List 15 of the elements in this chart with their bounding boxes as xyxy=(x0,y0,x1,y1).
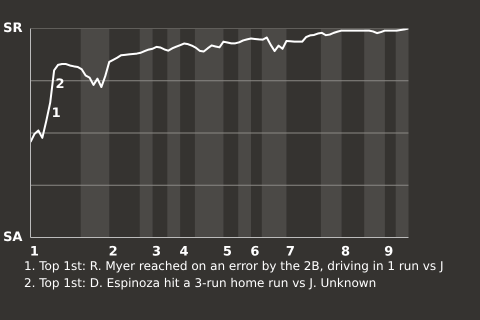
x-tick-label: 9 xyxy=(384,244,394,260)
annotation: 2 xyxy=(56,76,65,92)
annotation: 1 xyxy=(52,106,61,122)
text: 2. Top 1st: D. Espinoza hit a 3-run home run vs J. Unknown xyxy=(24,275,378,292)
x-tick-label: 3 xyxy=(152,244,162,260)
x-tick-label: 2 xyxy=(108,244,118,260)
text: 1. Top 1st: R. Myer reached on an error by the 2B, driving in 1 run vs J xyxy=(24,258,444,275)
x-tick-label: 4 xyxy=(180,244,189,260)
x-tick-label: 5 xyxy=(222,244,232,260)
x-tick-label: 6 xyxy=(250,244,260,260)
x-tick-label: 8 xyxy=(340,244,350,260)
x-tick-label: 1 xyxy=(30,244,39,260)
text: SR xyxy=(3,21,22,36)
x-tick-label: 7 xyxy=(286,244,295,260)
text: SA xyxy=(3,230,23,245)
